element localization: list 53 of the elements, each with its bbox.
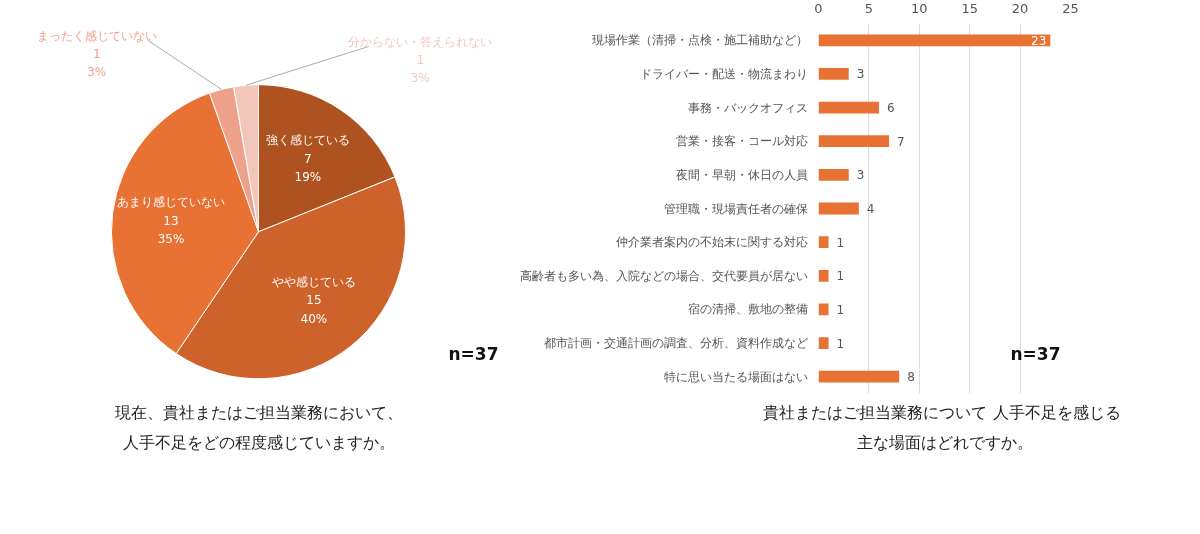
annotation: n=37 [1010,343,1061,364]
bar [818,236,829,249]
y-tick-label: 特に思い当たる場面はない [663,369,808,384]
data-label: 1 [836,302,845,317]
slice-label: 強く感じている [265,133,350,148]
bar [818,370,900,383]
data-label: 6 [886,101,895,116]
data-label: 3 [856,67,865,82]
bar [818,101,879,114]
bar [818,34,1051,47]
slice-label: やや感じている [271,275,356,290]
slice-label: あまり感じていない [116,195,225,210]
bar [818,337,829,349]
bar [818,202,859,215]
y-tick-label: 営業・接客・コール対応 [675,134,808,149]
bar [818,168,849,181]
y-tick-label: 夜間・早朝・休日の人員 [675,167,808,182]
text: 貴社またはご担当業務について 人手不足を感じる主な場面はどれですか。 [763,402,1121,452]
data-label: 23 [1031,33,1047,48]
slice-label: 分からない・答えられない [348,34,493,49]
slice-label: まったく感じていない [36,28,157,43]
bar [818,269,829,282]
data-label: 15 40% [300,293,328,326]
data-label: 13 35% [157,213,185,246]
data-label: 1 [836,269,845,284]
data-label: 1 3% [87,46,107,80]
data-label: 3 [856,168,865,183]
x-tick-label: 20 [1011,0,1029,16]
data-label: 8 [907,370,915,385]
x-tick-label: 25 [1062,0,1079,16]
y-tick-label: 宿の清掃、敷地の整備 [687,302,808,317]
y-tick-label: ドライバー・配送・物流まわり [639,66,808,81]
text: 現在、貴社またはご担当業務において、人手不足をどの程度感じていますか。 [114,402,403,452]
x-tick-label: 15 [961,0,978,16]
bar [818,135,890,148]
y-tick-label: 現場作業（清掃・点検・施工補助など） [591,33,808,48]
data-label: 7 19% [294,151,322,184]
data-label: 1 [836,336,845,351]
y-tick-label: 事務・バックオフィス [687,100,808,115]
data-label: 7 [897,134,905,149]
y-tick-label: 高齢者も多い為、入院などの場合、交代要員が居ない [519,268,808,283]
text: n=37 [448,343,499,364]
data-label: 4 [866,202,875,216]
y-tick-label: 管理職・現場責任者の確保 [663,201,808,216]
bar [818,68,849,80]
y-tick-label: 都市計画・交通計画の調査、分析、資料作成など [543,336,808,351]
y-tick-label: 仲介業者案内の不始末に関する対応 [615,235,808,250]
x-tick-label: 5 [864,0,874,16]
bar [818,303,829,316]
data-label: 1 3% [410,52,430,86]
x-tick-label: 10 [911,0,928,16]
data-label: 1 [836,235,845,250]
x-tick-label: 0 [814,0,823,16]
